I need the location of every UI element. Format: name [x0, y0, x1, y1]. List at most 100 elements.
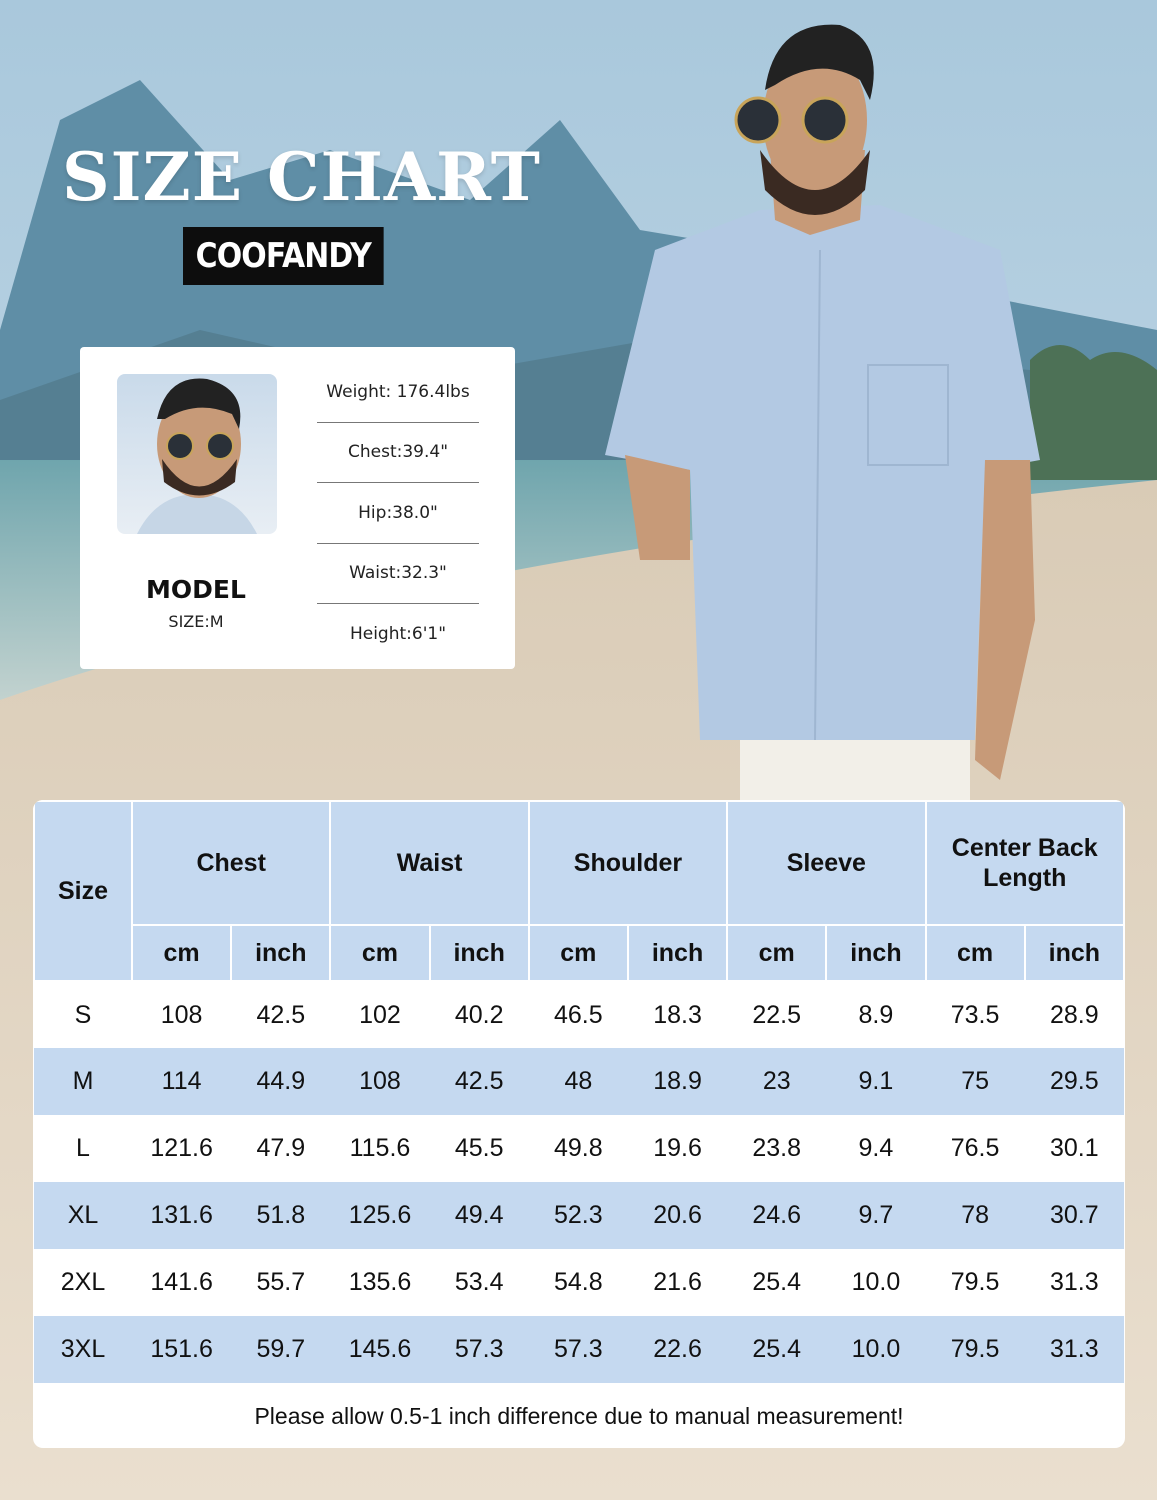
page-title: SIZE CHART	[62, 138, 541, 216]
table-cell: 9.4	[858, 1134, 894, 1162]
unit-cm: cm	[924, 924, 1026, 982]
table-cell: 18.3	[653, 1000, 702, 1029]
table-cell: 24.6	[727, 1182, 827, 1249]
table-cell: 40.2	[454, 1000, 504, 1029]
table-cell: 135.6	[348, 1268, 412, 1296]
table-cell: 47.9	[256, 1134, 306, 1162]
table-cell: 20.6	[627, 1182, 728, 1249]
table-cell: 22.5	[752, 1000, 802, 1029]
table-cell: 76.5	[950, 1134, 1000, 1162]
table-cell: 49.8	[554, 1134, 603, 1162]
table-cell: 108	[160, 1000, 203, 1029]
table-row: S 108 42.5 102 40.2 46.5 18.3 22.5 8.9 73.5 28.9	[34, 981, 1124, 1048]
table-cell: 121.6	[150, 1134, 213, 1162]
table-cell: 51.8	[231, 1182, 331, 1249]
size-cell: 2XL	[60, 1268, 106, 1296]
table-cell: 49.4	[429, 1182, 529, 1249]
table-cell: 46.5	[554, 1000, 603, 1029]
table-cell: 108	[330, 1048, 430, 1115]
table-cell: 28.9	[1050, 1000, 1099, 1029]
unit-inch: inch	[428, 924, 530, 982]
measurement-note: Please allow 0.5-1 inch difference due t…	[254, 1403, 904, 1429]
table-cell: 8.9	[858, 1000, 894, 1029]
size-cell: 3XL	[34, 1316, 132, 1383]
table-cell: 42.5	[429, 1048, 529, 1115]
model-size: SIZE:M	[168, 612, 224, 631]
table-row: M 114 44.9 108 42.5 48 18.9 23 9.1 75 29.5	[34, 1048, 1124, 1115]
chest-header: Chest	[130, 800, 332, 926]
table-cell: 102	[359, 1000, 401, 1029]
table-cell: 42.5	[256, 1000, 306, 1029]
table-cell: 79.5	[950, 1268, 1000, 1296]
table-cell: 53.4	[454, 1268, 504, 1296]
table-cell: 44.9	[231, 1048, 331, 1115]
table-cell: 54.8	[554, 1268, 603, 1296]
units-row: cm inch cm inch cm inch cm inch cm inch	[34, 924, 1125, 982]
brand-logo: COOFANDY	[183, 227, 384, 285]
table-cell: 141.6	[150, 1268, 213, 1296]
unit-inch: inch	[1023, 924, 1125, 982]
waist-header: Waist	[329, 800, 530, 926]
model-card: MODEL SIZE:M Weight: 176.4lbs Chest:39.4…	[80, 347, 515, 669]
table-row: L 121.6 47.9 115.6 45.5 49.8 19.6 23.8 9.4 76.5 30…	[34, 1115, 1124, 1182]
size-cell: XL	[34, 1182, 132, 1249]
model-stats: Weight: 176.4lbs Chest:39.4" Hip:38.0" W…	[317, 362, 479, 665]
size-cell: S	[74, 1000, 92, 1029]
table-row: 2XL 141.6 55.7 135.6 53.4 54.8 21.6 25.4 10.0 79.…	[34, 1249, 1124, 1316]
table-cell: 57.3	[429, 1316, 529, 1383]
table-cell: 55.7	[256, 1268, 306, 1296]
model-label: MODEL	[146, 575, 246, 604]
size-header: Size	[33, 800, 133, 982]
table-cell: 18.9	[627, 1048, 728, 1115]
size-cell: L	[76, 1134, 90, 1162]
unit-cm: cm	[130, 924, 233, 982]
table-cell: 30.7	[1024, 1182, 1124, 1249]
sleeve-header: Sleeve	[726, 800, 927, 926]
table-cell: 75	[925, 1048, 1025, 1115]
table-cell: 23	[727, 1048, 827, 1115]
table-cell: 10.0	[851, 1268, 901, 1296]
table-cell: 131.6	[132, 1182, 232, 1249]
table-cell: 22.6	[627, 1316, 728, 1383]
unit-cm: cm	[726, 924, 828, 982]
table-row: 3XL 151.6 59.7 145.6 57.3 57.3 22.6 25.4 10.0 79.…	[34, 1316, 1124, 1383]
table-cell: 145.6	[330, 1316, 430, 1383]
table-cell: 19.6	[653, 1134, 702, 1162]
unit-cm: cm	[527, 924, 629, 982]
table-cell: 29.5	[1024, 1048, 1124, 1115]
unit-inch: inch	[230, 924, 332, 982]
table-cell: 59.7	[231, 1316, 331, 1383]
stat-height: Height:6'1"	[349, 624, 447, 645]
center-back-length-header: Center Back Length	[924, 800, 1125, 926]
table-cell: 25.4	[752, 1268, 802, 1296]
table-cell: 9.7	[826, 1182, 926, 1249]
table-cell: 9.1	[826, 1048, 926, 1115]
table-cell: 31.3	[1050, 1268, 1099, 1296]
table-cell: 21.6	[653, 1268, 702, 1296]
stat-weight: Weight: 176.4lbs	[317, 362, 479, 423]
model-figure	[605, 24, 1040, 800]
table-cell: 78	[925, 1182, 1025, 1249]
table-cell: 10.0	[826, 1316, 926, 1383]
unit-inch: inch	[626, 924, 729, 982]
table-cell: 151.6	[132, 1316, 232, 1383]
table-cell: 45.5	[454, 1134, 504, 1162]
table-cell: 114	[132, 1048, 232, 1115]
header-row: Size Chest Waist Shoulder Sleeve Center …	[33, 800, 1125, 982]
table-cell: 31.3	[1024, 1316, 1124, 1383]
stat-hip: Hip:38.0"	[317, 483, 479, 544]
table-row: XL 131.6 51.8 125.6 49.4 52.3 20.6 24.6 9.7 78 30.…	[34, 1182, 1124, 1249]
size-table: Size Chest Waist Shoulder Sleeve Center …	[33, 800, 1125, 1448]
table-cell: 125.6	[330, 1182, 430, 1249]
model-photo	[117, 374, 277, 534]
stat-chest: Chest:39.4"	[317, 423, 479, 483]
table-cell: 52.3	[528, 1182, 628, 1249]
unit-inch: inch	[825, 924, 927, 982]
table-cell: 79.5	[925, 1316, 1025, 1383]
table-cell: 30.1	[1050, 1134, 1099, 1162]
shoulder-header: Shoulder	[527, 800, 729, 926]
table-cell: 48	[528, 1048, 628, 1115]
table-cell: 57.3	[528, 1316, 628, 1383]
unit-cm: cm	[329, 924, 431, 982]
table-cell: 23.8	[752, 1134, 802, 1162]
